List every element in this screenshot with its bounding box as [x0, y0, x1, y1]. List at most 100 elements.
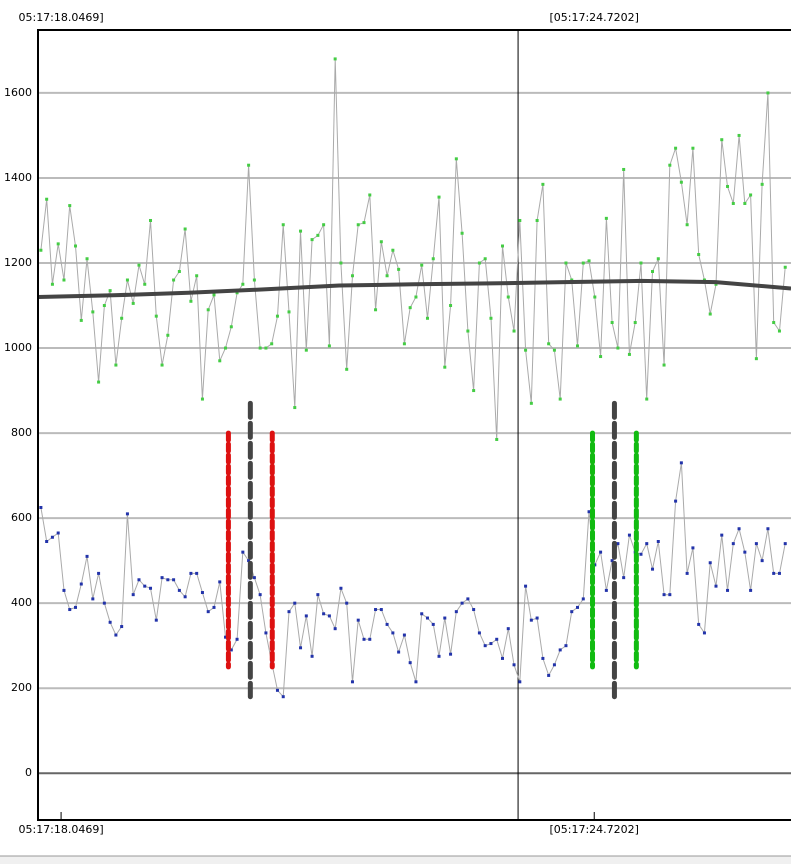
data-point: [345, 601, 349, 605]
data-point: [287, 310, 291, 314]
data-point: [674, 146, 678, 150]
y-tick-label: 1000: [4, 341, 32, 354]
data-point: [425, 616, 429, 620]
data-point: [200, 397, 204, 401]
data-point: [62, 278, 66, 282]
data-point: [564, 644, 568, 648]
data-point: [166, 333, 170, 337]
data-point: [662, 593, 666, 597]
data-point: [443, 365, 447, 369]
data-point: [97, 380, 101, 384]
data-point: [610, 559, 614, 563]
data-point: [97, 571, 101, 575]
data-point: [679, 461, 683, 465]
data-point: [697, 622, 701, 626]
data-point: [74, 605, 78, 609]
data-point: [310, 654, 314, 658]
data-point: [766, 91, 770, 95]
data-point: [726, 184, 730, 188]
data-point: [714, 584, 718, 588]
data-point: [397, 650, 401, 654]
data-point: [408, 661, 412, 665]
data-point: [685, 223, 689, 227]
data-point: [160, 363, 164, 367]
data-point: [200, 591, 204, 595]
data-point: [772, 571, 776, 575]
data-point: [645, 397, 649, 401]
data-point: [633, 321, 637, 325]
data-point: [731, 542, 735, 546]
data-point: [120, 625, 124, 629]
data-point: [656, 540, 660, 544]
data-point: [777, 571, 781, 575]
data-point: [275, 314, 279, 318]
data-point: [85, 257, 89, 261]
data-point: [708, 561, 712, 565]
data-point: [391, 631, 395, 635]
data-point: [420, 263, 424, 267]
data-point: [241, 550, 245, 554]
data-point: [333, 57, 337, 61]
data-point: [622, 576, 626, 580]
trend-line: [37, 278, 791, 299]
data-point: [766, 527, 770, 531]
data-point: [431, 257, 435, 261]
data-point: [524, 584, 528, 588]
data-point: [379, 240, 383, 244]
data-point: [108, 289, 112, 293]
data-point: [627, 533, 631, 537]
series-line: [40, 462, 786, 698]
data-point: [281, 223, 285, 227]
data-point: [662, 363, 666, 367]
data-point: [599, 550, 603, 554]
data-point: [316, 233, 320, 237]
data-point: [749, 588, 753, 592]
data-point: [235, 637, 239, 641]
data-point: [74, 244, 78, 248]
data-point: [420, 612, 424, 616]
data-point: [189, 299, 193, 303]
y-tick-label: 800: [11, 426, 32, 439]
data-point: [102, 304, 106, 308]
data-point: [362, 637, 366, 641]
data-point: [414, 295, 418, 299]
data-point: [350, 680, 354, 684]
data-point: [322, 612, 326, 616]
data-point: [547, 673, 551, 677]
data-point: [477, 261, 481, 265]
data-point: [275, 688, 279, 692]
data-point: [356, 618, 360, 622]
data-point: [322, 223, 326, 227]
data-point: [68, 608, 72, 612]
data-point: [327, 614, 331, 618]
data-point: [454, 157, 458, 161]
data-point: [581, 261, 585, 265]
data-point: [425, 316, 429, 320]
data-point: [339, 261, 343, 265]
data-point: [310, 238, 314, 242]
data-point: [247, 559, 251, 563]
data-point: [350, 274, 354, 278]
data-point: [697, 252, 701, 256]
y-tick-label: 1600: [4, 86, 32, 99]
data-point: [177, 588, 181, 592]
data-point: [56, 242, 60, 246]
data-point: [385, 274, 389, 278]
data-point: [431, 622, 435, 626]
data-point: [518, 680, 522, 684]
data-point: [541, 656, 545, 660]
data-point: [610, 321, 614, 325]
data-point: [224, 635, 228, 639]
data-point: [50, 282, 54, 286]
data-point: [535, 218, 539, 222]
plot-frame: [37, 29, 791, 821]
data-point: [772, 321, 776, 325]
data-point: [281, 695, 285, 699]
data-point: [512, 663, 516, 667]
data-point: [720, 138, 724, 142]
data-point: [495, 437, 499, 441]
data-point: [714, 282, 718, 286]
data-point: [195, 571, 199, 575]
data-point: [299, 646, 303, 650]
data-point: [229, 325, 233, 329]
